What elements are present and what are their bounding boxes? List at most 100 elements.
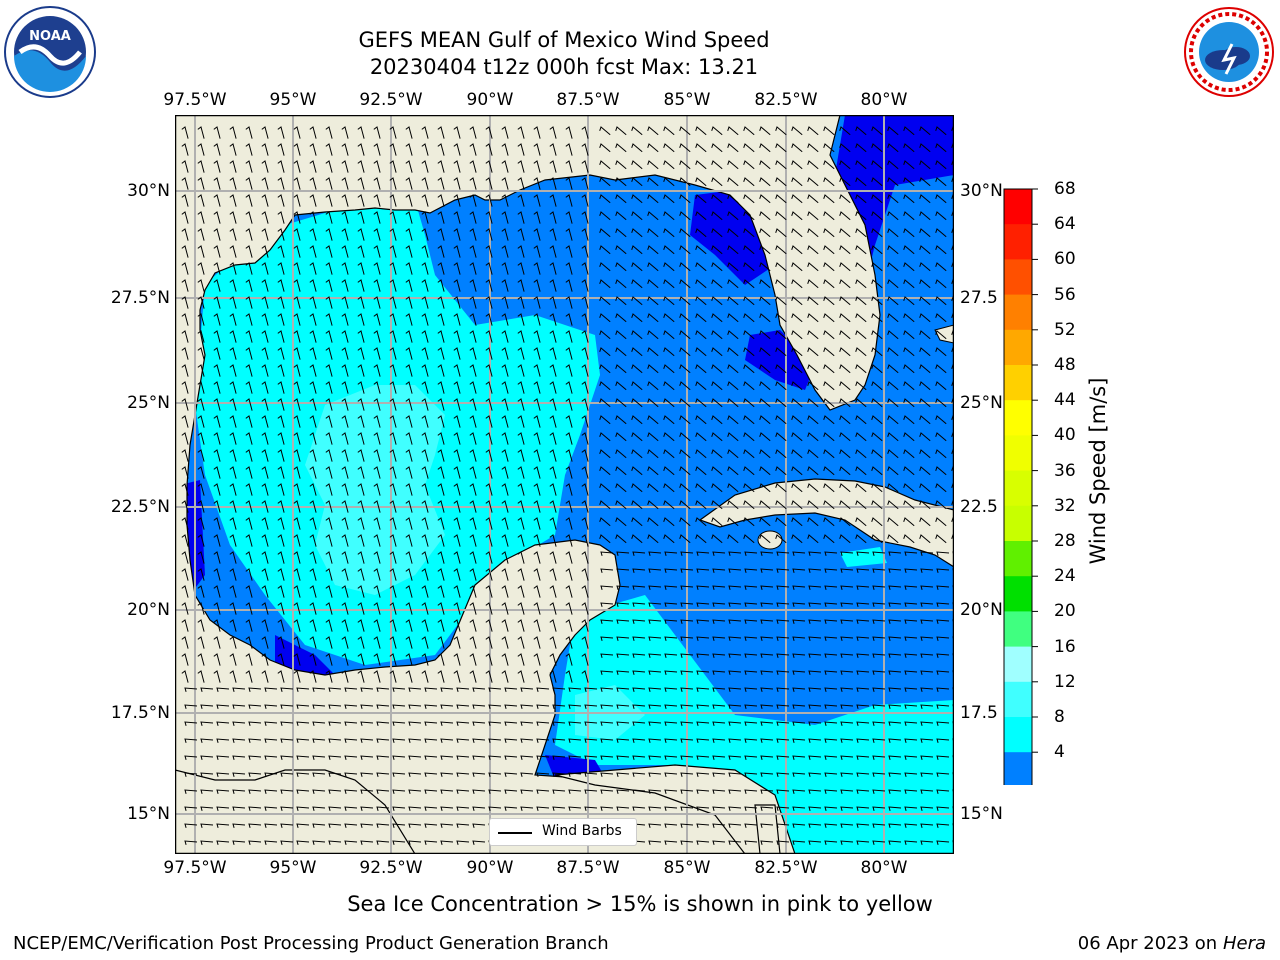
wind-barb [328,687,342,692]
wind-barb [887,211,899,221]
wind-barb [421,330,429,343]
wind-barb [277,381,285,394]
wind-barb [213,517,221,530]
wind-barb [229,211,237,224]
wind-barb [632,585,646,590]
wind-barb [325,449,333,462]
wind-barb [453,415,461,428]
wind-barb [712,823,726,828]
wind-barb [840,721,854,726]
wind-barb [261,126,269,139]
wind-barb [581,432,589,445]
wind-barb [533,653,541,666]
wind-barb [469,568,477,581]
wind-barb [904,806,918,811]
wind-barb [872,704,886,709]
wind-barb [405,194,413,207]
wind-barb [600,738,614,743]
wind-barb [887,449,899,459]
wind-barb [469,449,477,462]
colorbar-segment [1004,400,1032,436]
wind-barb [581,568,589,581]
colorbar-tick-label: 40 [1054,425,1076,446]
wind-barb [712,687,726,692]
legend-line-icon [498,832,532,834]
wind-barb [376,687,390,692]
wind-barb [488,755,502,760]
wind-barb [744,806,758,811]
wind-barb [501,211,509,224]
wind-barb [936,823,950,828]
wind-barb [216,687,230,692]
wind-barb [485,126,493,139]
wind-barb [823,483,835,493]
wind-barb [501,415,509,428]
wind-barb [485,653,493,666]
wind-barb [919,211,931,221]
wind-barb [184,704,198,709]
wind-barb [341,211,349,224]
wind-barb [504,789,518,794]
wind-barb [469,126,477,139]
wind-barb [775,415,787,425]
wind-barb [309,415,317,428]
wind-barb [232,755,246,760]
wind-barb [760,789,774,794]
wind-barb [549,262,557,275]
wind-barb [344,823,358,828]
wind-barb [536,721,550,726]
wind-barb [549,517,557,530]
wind-barb [549,670,557,683]
wind-barb [517,262,525,275]
wind-barb [791,194,803,204]
wind-barb [421,602,429,615]
wind-barb [293,381,301,394]
wind-barb [887,228,899,238]
wind-barb [421,449,429,462]
wind-barb [584,721,598,726]
wind-barb [485,636,493,649]
wind-barb [776,551,790,556]
wind-barb [501,568,509,581]
wind-barb [743,262,755,272]
wind-barb [245,568,253,581]
wind-barb [213,347,221,360]
wind-barb [600,772,614,777]
wind-barb [501,381,509,394]
wind-barb [935,330,947,340]
wind-barb [373,398,381,411]
wind-barb [840,806,854,811]
wind-barb [631,126,643,136]
wind-barb [520,755,534,760]
wind-barb [261,398,269,411]
wind-barb [424,738,438,743]
wind-barb [824,840,838,845]
wind-barb [536,755,550,760]
wind-barb [533,670,541,683]
wind-barb [325,398,333,411]
wind-barb [808,585,822,590]
lat-label-right: 15°N [960,804,1003,824]
wind-barb [935,500,947,510]
wind-barb [823,279,835,289]
wind-barb [839,262,851,272]
wind-barb [759,177,771,187]
wind-barb [760,619,774,624]
wind-barb [213,619,221,632]
wind-barb [296,755,310,760]
wind-barb [293,432,301,445]
wind-barb [456,840,470,845]
wind-barb [472,755,486,760]
wind-barb [501,534,509,547]
wind-barb [408,687,422,692]
noaa-text: NOAA [29,29,71,44]
wind-barb [581,262,589,275]
wind-barb [216,823,230,828]
wind-barb [501,466,509,479]
wind-barb [823,211,835,221]
wind-barb [328,789,342,794]
wind-barb [631,177,643,187]
wind-barb [855,245,867,255]
wind-barb [533,364,541,377]
wind-barb [631,449,643,459]
